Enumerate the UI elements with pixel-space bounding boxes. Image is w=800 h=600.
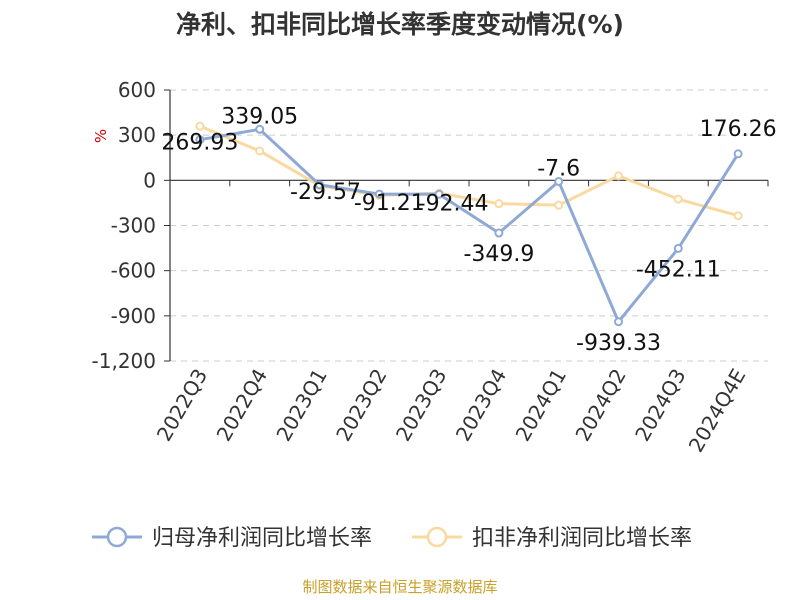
- data-point: [195, 135, 205, 145]
- x-tick-label: 2024Q4E: [684, 365, 751, 457]
- data-point: [255, 146, 265, 156]
- series-line-1: [199, 124, 739, 218]
- data-point: [434, 189, 444, 199]
- x-tick-label: 2023Q3: [391, 364, 451, 445]
- x-tick-label: 2023Q4: [451, 365, 511, 446]
- data-label: -452.11: [636, 257, 721, 282]
- data-point: [255, 124, 265, 134]
- legend-label: 归母净利润同比增长率: [152, 526, 372, 551]
- chart-title: 净利、扣非同比增长率季度变动情况(%): [176, 10, 624, 39]
- data-point: [494, 228, 504, 238]
- data-label: -939.33: [576, 331, 661, 356]
- data-label: -92.44: [418, 191, 489, 216]
- x-tick-label: 2023Q2: [331, 365, 391, 446]
- y-tick-label: -600: [111, 259, 156, 283]
- data-point: [374, 189, 384, 199]
- data-point: [195, 121, 205, 131]
- data-label: -91.21: [354, 191, 425, 216]
- legend-label: 扣非净利润同比增长率: [472, 526, 692, 551]
- data-point: [733, 211, 743, 221]
- x-tick-label: 2024Q2: [570, 365, 630, 446]
- x-tick-label: 2022Q4: [212, 365, 272, 446]
- y-tick-label: 300: [118, 123, 156, 147]
- y-tick-label: -1,200: [92, 349, 156, 373]
- data-label: 339.05: [221, 104, 298, 129]
- y-tick-label: 0: [143, 168, 156, 192]
- x-tick-label: 2022Q3: [152, 365, 212, 446]
- x-tick-label: 2024Q1: [511, 365, 571, 446]
- legend: 归母净利润同比增长率 扣非净利润同比增长率: [92, 526, 692, 551]
- y-unit-label: %: [92, 129, 110, 143]
- x-tick-label: 2024Q3: [630, 365, 690, 446]
- data-point: [673, 194, 683, 204]
- data-label: -29.57: [290, 180, 361, 205]
- data-point: [673, 243, 683, 253]
- y-tick-labels: 600 300 0 -300 -600 -900 -1,200: [92, 78, 156, 373]
- legend-swatch-marker: [106, 526, 128, 548]
- data-label: 269.93: [161, 131, 238, 156]
- y-tick-label: -300: [111, 214, 156, 238]
- data-label: -7.6: [537, 156, 580, 181]
- data-point: [614, 171, 623, 181]
- data-point: [554, 200, 564, 210]
- source-note: 制图数据来自恒生聚源数据库: [302, 578, 497, 596]
- data-point: [733, 149, 743, 159]
- y-tick-label: -900: [111, 304, 156, 328]
- data-point: [554, 176, 564, 186]
- series-line-0: [199, 127, 740, 324]
- x-tick-label: 2023Q1: [271, 365, 331, 446]
- y-tick-label: 600: [118, 78, 156, 102]
- axes: [164, 89, 769, 362]
- data-point: [494, 199, 504, 209]
- data-point: [614, 317, 623, 327]
- x-tick-labels: 2022Q3 2022Q4 2023Q1 2023Q2 2023Q3 2023Q4 2024…: [152, 364, 751, 456]
- series-lines: [195, 121, 743, 327]
- data-label: -349.9: [463, 242, 534, 267]
- grid-lines: [170, 89, 768, 362]
- data-point: [315, 180, 324, 190]
- data-label: 176.26: [700, 117, 777, 142]
- legend-swatch-marker: [426, 526, 448, 548]
